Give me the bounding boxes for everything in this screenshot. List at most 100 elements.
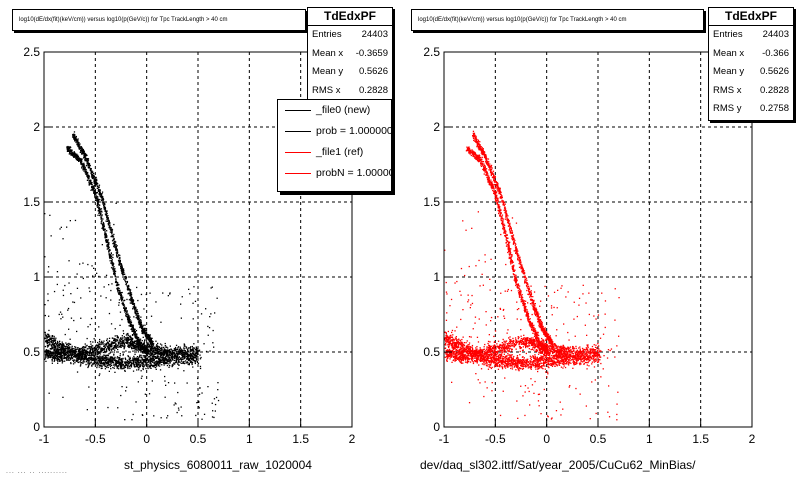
data-point <box>169 360 172 362</box>
data-point <box>91 182 93 184</box>
data-point <box>105 363 107 365</box>
data-point <box>72 154 74 157</box>
data-point <box>155 364 157 366</box>
data-point <box>126 285 128 287</box>
data-point <box>112 366 114 369</box>
data-point <box>111 229 114 231</box>
data-point <box>78 146 80 149</box>
data-point <box>188 288 190 290</box>
data-point <box>120 341 122 343</box>
data-point <box>171 351 174 353</box>
data-point <box>154 353 157 355</box>
data-point <box>135 366 137 368</box>
data-point <box>82 352 84 354</box>
data-point <box>155 356 157 358</box>
data-point <box>201 392 203 394</box>
data-point <box>93 175 95 178</box>
data-point <box>138 349 140 351</box>
data-point <box>93 267 95 269</box>
x-tick-label: -0.5 <box>85 432 106 446</box>
data-point <box>146 336 148 339</box>
data-point <box>85 165 88 167</box>
data-point <box>113 339 115 341</box>
data-point <box>158 349 160 351</box>
data-point <box>107 345 110 347</box>
data-point <box>177 347 179 349</box>
data-point <box>511 254 513 256</box>
data-point <box>145 345 147 347</box>
data-point <box>106 350 108 352</box>
data-point <box>172 353 174 355</box>
data-point <box>151 346 153 348</box>
data-point <box>124 275 126 278</box>
data-point <box>119 258 121 260</box>
data-point <box>161 358 164 360</box>
data-point <box>94 193 97 195</box>
data-point <box>144 347 147 349</box>
data-point <box>170 360 172 362</box>
data-point <box>80 152 83 154</box>
data-point <box>113 272 115 274</box>
data-point <box>157 362 159 364</box>
data-point <box>119 344 122 347</box>
data-point <box>136 362 138 364</box>
data-point <box>197 353 199 355</box>
data-point <box>107 359 110 361</box>
data-point <box>162 359 164 362</box>
data-point <box>183 347 185 350</box>
data-point <box>117 292 120 294</box>
data-point <box>128 358 130 360</box>
data-point <box>145 367 147 370</box>
data-point <box>142 355 144 357</box>
data-point <box>197 362 200 364</box>
data-point <box>103 349 105 351</box>
data-point <box>115 363 117 365</box>
data-point <box>153 358 155 361</box>
data-point <box>166 417 168 419</box>
data-point <box>75 135 77 138</box>
data-point <box>175 357 177 359</box>
data-point <box>55 350 57 352</box>
data-point <box>178 356 180 358</box>
data-point <box>130 366 133 368</box>
data-point <box>145 335 148 338</box>
data-point <box>159 343 162 345</box>
data-point <box>99 342 101 344</box>
data-point <box>73 151 75 153</box>
data-point <box>193 343 195 345</box>
data-point <box>110 349 112 351</box>
data-point <box>113 357 115 360</box>
data-point <box>95 362 97 364</box>
data-point <box>128 322 131 324</box>
data-point <box>97 362 99 364</box>
data-point <box>96 366 98 369</box>
data-point <box>128 284 130 287</box>
data-point <box>127 287 129 289</box>
data-point <box>44 345 47 348</box>
data-point <box>183 344 186 346</box>
data-point <box>105 357 107 360</box>
data-point <box>63 351 65 353</box>
data-point <box>61 344 63 347</box>
data-point <box>92 171 94 173</box>
data-point <box>67 307 70 310</box>
data-point <box>45 354 47 356</box>
data-point <box>130 302 132 304</box>
data-point <box>126 298 128 301</box>
data-point <box>84 159 86 161</box>
data-point <box>73 360 75 363</box>
data-point <box>82 149 84 151</box>
data-point <box>115 363 117 366</box>
data-point <box>106 343 108 345</box>
data-point <box>91 354 94 356</box>
data-point <box>134 343 136 345</box>
data-point <box>94 196 96 198</box>
data-point <box>129 292 132 294</box>
data-point <box>109 344 111 346</box>
data-point <box>129 367 131 370</box>
data-point <box>104 204 106 206</box>
data-point <box>89 167 91 169</box>
data-point <box>149 348 152 350</box>
data-point <box>149 336 151 338</box>
data-point <box>177 362 179 364</box>
